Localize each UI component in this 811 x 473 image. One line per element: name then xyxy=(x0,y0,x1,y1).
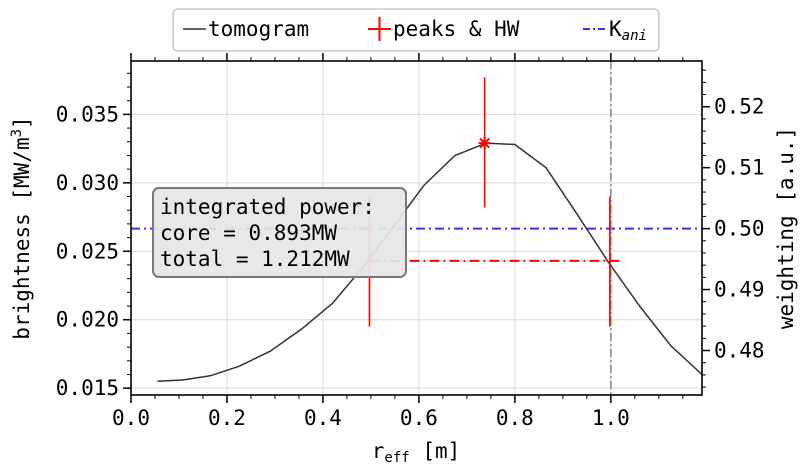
annotation-box: integrated power: core = 0.893MW total =… xyxy=(152,187,407,278)
y-left-tick-label: 0.035 xyxy=(56,102,119,126)
y-axis-left-label: brightness [MW/m3] xyxy=(9,116,34,339)
x-axis-label: reff [m] xyxy=(372,439,461,466)
annotation-box-background xyxy=(152,187,407,278)
y-right-tick-label: 0.49 xyxy=(714,278,765,302)
y-left-tick-label: 0.030 xyxy=(56,171,119,195)
x-tick-label: 0.0 xyxy=(112,406,150,430)
annotation-line-1: integrated power: xyxy=(160,195,375,219)
legend: tomogram peaks & HW Kani xyxy=(172,8,660,52)
legend-kani-subscript: ani xyxy=(622,28,647,44)
legend-frame xyxy=(172,8,660,52)
y-axis-right-label: weighting [a.u.] xyxy=(774,127,798,329)
y-left-tick-label: 0.015 xyxy=(56,376,119,400)
peak-marker-stroke xyxy=(479,137,490,149)
x-tick-label: 0.4 xyxy=(304,406,342,430)
x-axis-label-subscript: eff xyxy=(384,450,409,466)
x-tick-label: 1.0 xyxy=(592,406,630,430)
y-right-tick-label: 0.52 xyxy=(714,95,765,119)
annotation-line-2: core = 0.893MW xyxy=(160,221,337,245)
legend-peaks-label: peaks & HW xyxy=(393,17,520,41)
y-right-tick-label: 0.51 xyxy=(714,156,765,180)
annotation-line-3: total = 1.212MW xyxy=(160,247,350,271)
y-left-tick-label: 0.020 xyxy=(56,308,119,332)
x-tick-label: 0.6 xyxy=(400,406,438,430)
peak-marker xyxy=(478,137,491,150)
x-tick-label: 0.8 xyxy=(496,406,534,430)
y-left-tick-label: 0.025 xyxy=(56,239,119,263)
x-tick-label: 0.2 xyxy=(208,406,246,430)
legend-tomogram-label: tomogram xyxy=(208,17,309,41)
axis-ticks: 0.0 0.2 0.4 0.6 0.8 1.0 0.015 0.020 0.025 0.030 0.… xyxy=(56,53,765,430)
legend-kani-label: Kani xyxy=(609,17,647,44)
y-right-tick-label: 0.48 xyxy=(714,339,765,363)
y-right-tick-label: 0.50 xyxy=(714,217,765,241)
y-axis-left-label-superscript: 3 xyxy=(9,129,25,137)
tomogram-line xyxy=(157,142,703,383)
